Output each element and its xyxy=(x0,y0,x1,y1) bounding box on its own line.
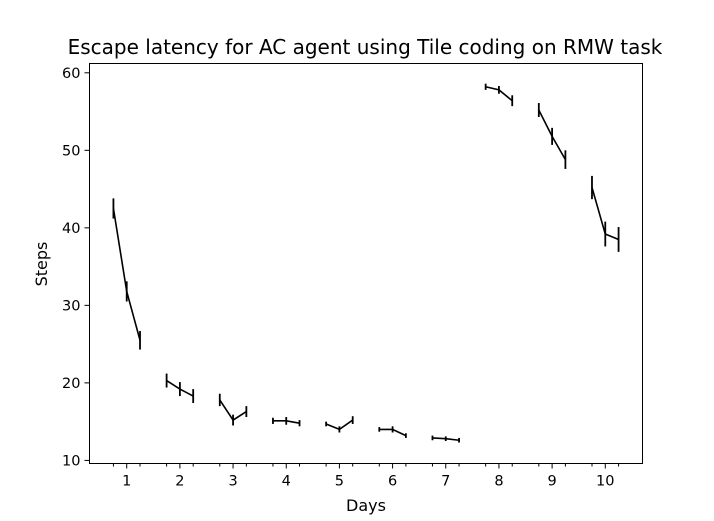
x-tick-label: 2 xyxy=(175,474,184,490)
x-axis-label: Days xyxy=(346,496,386,515)
x-tick-label: 6 xyxy=(388,474,397,490)
x-tick-label: 10 xyxy=(596,474,614,490)
chart-title: Escape latency for AC agent using Tile c… xyxy=(68,35,663,59)
day-1-line xyxy=(112,208,141,341)
x-tick-label: 7 xyxy=(441,474,450,490)
y-tick-label: 20 xyxy=(62,376,80,392)
y-tick-label: 50 xyxy=(62,143,80,159)
y-tick-label: 40 xyxy=(62,221,80,237)
plot-frame xyxy=(89,63,643,464)
series-0 xyxy=(112,83,620,443)
series-layer xyxy=(112,83,620,443)
y-tick-label: 60 xyxy=(62,66,80,82)
x-tick-label: 4 xyxy=(282,474,291,490)
x-tick-label: 1 xyxy=(122,474,131,490)
x-tick-label: 9 xyxy=(547,474,556,490)
y-tick-label: 30 xyxy=(62,298,80,314)
x-tick-label: 5 xyxy=(335,474,344,490)
axis-ticks: 1 2 3 4 5 6 7 8 9 10 10 20 30 40 50 60 xyxy=(62,66,620,490)
x-tick-label: 8 xyxy=(494,474,503,490)
y-axis-label: Steps xyxy=(32,242,51,287)
x-tick-label: 3 xyxy=(228,474,237,490)
y-tick-label: 10 xyxy=(62,453,80,469)
